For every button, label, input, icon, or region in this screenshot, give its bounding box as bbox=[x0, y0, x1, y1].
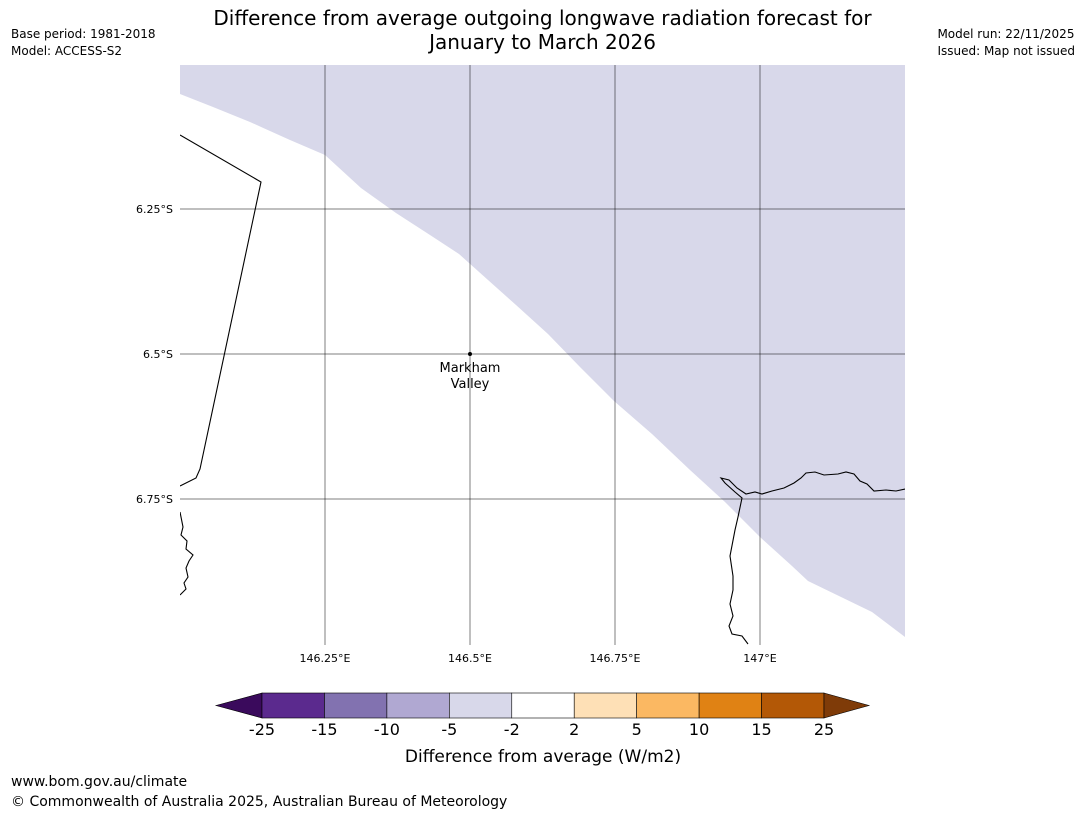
colorbar-tick-label: 5 bbox=[632, 720, 642, 739]
lat-label-6-5: 6.5°S bbox=[143, 348, 173, 361]
place-label-line1: Markham bbox=[440, 361, 501, 376]
province-boundary bbox=[180, 134, 262, 487]
anomaly-shaded-region bbox=[180, 65, 905, 637]
colorbar-tick-label: -25 bbox=[249, 720, 275, 739]
map-title-line1: Difference from average outgoing longwav… bbox=[213, 6, 872, 30]
colorbar-tick-label: -15 bbox=[311, 720, 337, 739]
map-plot-area: Markham Valley bbox=[180, 65, 905, 645]
lon-label-146-75: 146.75°E bbox=[590, 652, 641, 665]
lon-label-146-25: 146.25°E bbox=[300, 652, 351, 665]
colorbar-swatch bbox=[511, 692, 575, 719]
colorbar-tick-label: -10 bbox=[374, 720, 400, 739]
longitude-labels: 146.25°E 146.5°E 146.75°E 147°E bbox=[300, 652, 777, 665]
colorbar-arrow-low bbox=[214, 692, 263, 719]
footer-copyright: © Commonwealth of Australia 2025, Austra… bbox=[11, 794, 508, 810]
colorbar-swatch bbox=[386, 692, 450, 719]
coastline-west bbox=[180, 511, 194, 596]
colorbar-tick-label: 2 bbox=[569, 720, 579, 739]
latitude-labels: 6.25°S 6.5°S 6.75°S bbox=[136, 203, 173, 506]
colorbar-swatch bbox=[573, 692, 637, 719]
lon-label-146-5: 146.5°E bbox=[448, 652, 492, 665]
model-text: Model: ACCESS-S2 bbox=[11, 44, 123, 58]
place-label-line2: Valley bbox=[451, 377, 490, 392]
map-title-line2: January to March 2026 bbox=[429, 30, 656, 54]
lon-label-147: 147°E bbox=[743, 652, 776, 665]
colorbar-swatch bbox=[449, 692, 513, 719]
issued-text: Issued: Map not issued bbox=[937, 44, 1075, 58]
colorbar-tick-label: 15 bbox=[751, 720, 771, 739]
model-run-text: Model run: 22/11/2025 bbox=[937, 27, 1075, 41]
map-metadata-right: Model run: 22/11/2025 Issued: Map not is… bbox=[937, 26, 1075, 60]
map-metadata-left: Base period: 1981-2018 Model: ACCESS-S2 bbox=[11, 26, 156, 60]
graticule bbox=[180, 65, 905, 645]
colorbar: -25 -15 -10 -5 -2 2 5 10 15 25 bbox=[214, 692, 871, 739]
colorbar-label: Difference from average (W/m2) bbox=[405, 747, 681, 767]
colorbar-swatch bbox=[261, 692, 325, 719]
colorbar-swatch bbox=[761, 692, 825, 719]
coastline-east bbox=[719, 471, 905, 645]
colorbar-tick-label: -2 bbox=[504, 720, 520, 739]
colorbar-swatch bbox=[636, 692, 700, 719]
lat-label-6-75: 6.75°S bbox=[136, 493, 173, 506]
boundaries bbox=[180, 134, 905, 645]
colorbar-arrow-high bbox=[823, 692, 871, 719]
lat-label-6-25: 6.25°S bbox=[136, 203, 173, 216]
map-title: Difference from average outgoing longwav… bbox=[180, 6, 905, 54]
colorbar-tick-label: 25 bbox=[814, 720, 834, 739]
place-marker-dot bbox=[468, 352, 472, 356]
base-period-text: Base period: 1981-2018 bbox=[11, 27, 156, 41]
colorbar-swatch bbox=[698, 692, 762, 719]
place-marker-markham-valley: Markham Valley bbox=[440, 352, 501, 392]
colorbar-tick-label: -5 bbox=[441, 720, 457, 739]
colorbar-tick-label: 10 bbox=[689, 720, 709, 739]
footer-url: www.bom.gov.au/climate bbox=[11, 774, 188, 790]
colorbar-swatch bbox=[324, 692, 388, 719]
